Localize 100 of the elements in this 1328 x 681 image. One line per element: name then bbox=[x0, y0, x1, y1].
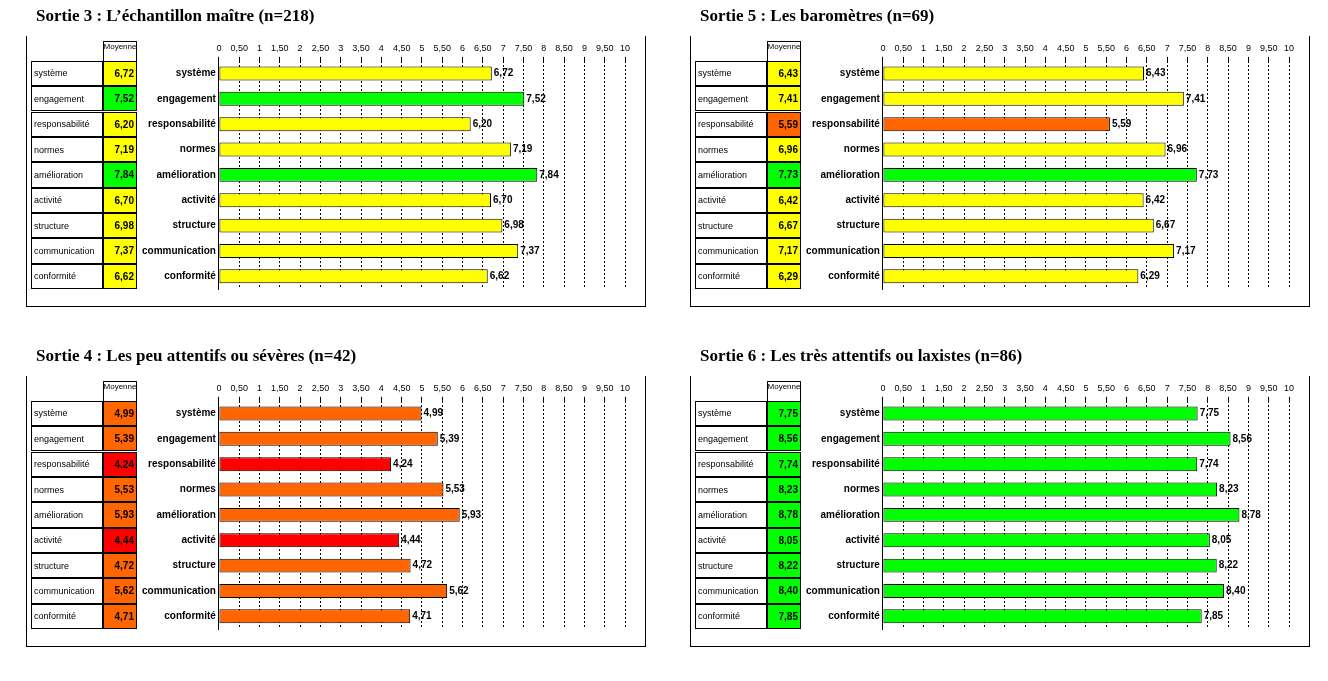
x-tick-label: 9,50 bbox=[1259, 382, 1278, 393]
x-tick-label: 8 bbox=[1205, 382, 1211, 393]
category-label: conformité bbox=[34, 271, 77, 282]
x-tick-label: 10 bbox=[1283, 382, 1295, 393]
data-label: 7,75 bbox=[767, 400, 801, 427]
x-tick-label: 7,50 bbox=[1178, 382, 1197, 393]
text: 6,42 bbox=[1145, 194, 1166, 206]
text: 5,39 bbox=[439, 432, 460, 444]
x-tick-label: 0,50 bbox=[230, 42, 248, 53]
x-tick-label: 1,50 bbox=[271, 42, 289, 53]
category-label: structure bbox=[698, 220, 734, 231]
data-label: 6,29 bbox=[767, 263, 801, 289]
x-tick-label: 5,50 bbox=[1097, 382, 1116, 393]
category-label: engagement bbox=[34, 433, 85, 444]
text: 6,67 bbox=[1155, 219, 1176, 231]
text: 8,22 bbox=[1218, 559, 1239, 571]
text: 7,73 bbox=[1198, 168, 1219, 180]
data-label: 5,59 bbox=[767, 111, 801, 137]
chart-title: Sortie 4 : Les peu attentifs ou sévères (n=42) bbox=[36, 346, 358, 367]
y-tick-label: communication bbox=[141, 244, 216, 256]
data-label: 8,22 bbox=[767, 552, 801, 579]
text: 5,62 bbox=[449, 584, 469, 596]
category-label: structure bbox=[698, 560, 734, 571]
x-tick-label: 3,50 bbox=[1016, 382, 1034, 393]
data-label: 6,98 bbox=[103, 212, 137, 239]
y-tick-label: responsabilité bbox=[812, 457, 881, 469]
x-tick-label: 1 bbox=[257, 42, 263, 53]
text: 6,72 bbox=[493, 67, 514, 79]
category-label: structure bbox=[34, 560, 70, 571]
y-tick-label: normes bbox=[843, 483, 881, 495]
data-label: 8,05 bbox=[767, 527, 801, 553]
x-tick-label: 3,50 bbox=[352, 42, 370, 53]
x-tick-label: 5 bbox=[1083, 42, 1089, 53]
category-label: activité bbox=[34, 535, 63, 546]
y-tick-label: structure bbox=[836, 219, 881, 231]
text: 5,59 bbox=[1111, 117, 1132, 129]
category-label: normes bbox=[34, 484, 65, 495]
x-tick-label: 2,50 bbox=[975, 382, 994, 393]
x-tick-label: 8,50 bbox=[555, 382, 573, 393]
x-tick-label: 8,50 bbox=[1219, 382, 1237, 393]
category-label: responsabilité bbox=[34, 459, 90, 470]
text: Moyenne bbox=[767, 380, 801, 401]
category-label: normes bbox=[34, 144, 65, 155]
data-label: 4,44 bbox=[103, 527, 137, 553]
text: 8,23 bbox=[1219, 483, 1239, 495]
category-label: responsabilité bbox=[698, 459, 754, 470]
x-tick-label: 10 bbox=[1283, 42, 1295, 53]
y-tick-label: communication bbox=[805, 244, 880, 256]
text: Moyenne bbox=[103, 40, 137, 61]
x-tick-label: 3,50 bbox=[352, 382, 370, 393]
data-label: 7,17 bbox=[767, 238, 801, 264]
x-tick-label: 2 bbox=[961, 382, 967, 393]
chart-title: Sortie 6 : Les très attentifs ou laxistes (n=86) bbox=[700, 346, 1024, 367]
data-label: 5,62 bbox=[103, 578, 137, 604]
x-tick-label: 10 bbox=[619, 382, 631, 393]
text: 8,05 bbox=[1211, 534, 1232, 546]
x-tick-label: 4,50 bbox=[392, 382, 411, 393]
x-tick-label: 1,50 bbox=[271, 382, 289, 393]
x-tick-label: 4 bbox=[1042, 382, 1048, 393]
text: 7,84 bbox=[539, 168, 559, 180]
x-tick-label: 4 bbox=[378, 382, 384, 393]
x-tick-label: 5 bbox=[1083, 382, 1089, 393]
data-label: 6,43 bbox=[767, 60, 801, 87]
y-tick-label: engagement bbox=[820, 92, 881, 104]
x-tick-label: 6,50 bbox=[474, 382, 492, 393]
x-tick-label: 9 bbox=[581, 382, 587, 393]
x-tick-label: 7,50 bbox=[514, 382, 533, 393]
x-tick-label: 1 bbox=[257, 382, 263, 393]
text: 5,53 bbox=[445, 483, 465, 495]
x-tick-label: 0,50 bbox=[894, 382, 912, 393]
text: 6,43 bbox=[1146, 67, 1166, 79]
y-tick-label: engagement bbox=[156, 432, 217, 444]
data-label: 4,24 bbox=[103, 451, 137, 477]
x-tick-label: 4,50 bbox=[1056, 382, 1075, 393]
x-tick-label: 3 bbox=[1002, 42, 1008, 53]
y-tick-label: engagement bbox=[820, 432, 881, 444]
x-tick-label: 7,50 bbox=[514, 42, 533, 53]
data-label: 7,41 bbox=[767, 86, 801, 112]
data-label: 7,37 bbox=[103, 238, 137, 264]
x-tick-label: 7 bbox=[1164, 382, 1170, 393]
x-tick-label: 8,50 bbox=[1219, 42, 1237, 53]
y-tick-label: responsabilité bbox=[812, 117, 881, 129]
x-tick-label: 2,50 bbox=[975, 42, 994, 53]
text: 7,41 bbox=[1185, 92, 1206, 104]
x-tick-label: 2 bbox=[297, 42, 303, 53]
text: 8,40 bbox=[1226, 584, 1246, 596]
x-tick-label: 2,50 bbox=[311, 42, 330, 53]
text: 6,70 bbox=[492, 194, 513, 206]
text: 6,20 bbox=[472, 117, 493, 129]
y-tick-label: structure bbox=[836, 559, 881, 571]
x-tick-label: 9,50 bbox=[595, 382, 614, 393]
text: 4,71 bbox=[412, 610, 432, 622]
category-label: amélioration bbox=[698, 509, 748, 520]
y-tick-label: système bbox=[175, 67, 217, 79]
category-label: communication bbox=[698, 245, 759, 256]
text: 4,99 bbox=[423, 407, 444, 419]
category-label: responsabilité bbox=[34, 119, 90, 130]
y-tick-label: conformité bbox=[828, 610, 881, 622]
x-tick-label: 8 bbox=[541, 382, 547, 393]
x-tick-label: 8 bbox=[1205, 42, 1211, 53]
